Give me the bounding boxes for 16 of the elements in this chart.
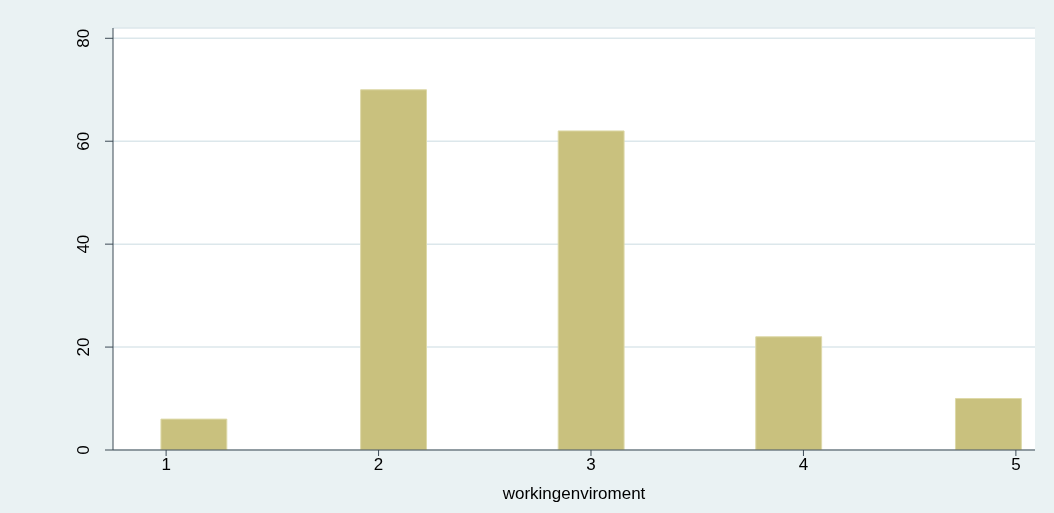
bar (160, 418, 228, 450)
y-tick-label: 40 (74, 234, 93, 254)
y-tick-label: 60 (74, 131, 93, 151)
x-tick-label: 2 (373, 455, 384, 475)
x-tick-label: 3 (586, 455, 596, 475)
bar (360, 89, 427, 450)
x-tick-label: 4 (798, 455, 809, 475)
y-tick-label: 0 (74, 445, 93, 455)
bar (557, 130, 625, 450)
x-tick-label: 1 (161, 455, 171, 475)
y-tick-label: 20 (74, 337, 93, 357)
x-axis-title: workingenviroment (501, 484, 646, 503)
bar (755, 336, 823, 450)
bar (954, 398, 1022, 450)
x-tick-label: 5 (1011, 455, 1021, 475)
y-tick-label: 80 (74, 28, 93, 48)
